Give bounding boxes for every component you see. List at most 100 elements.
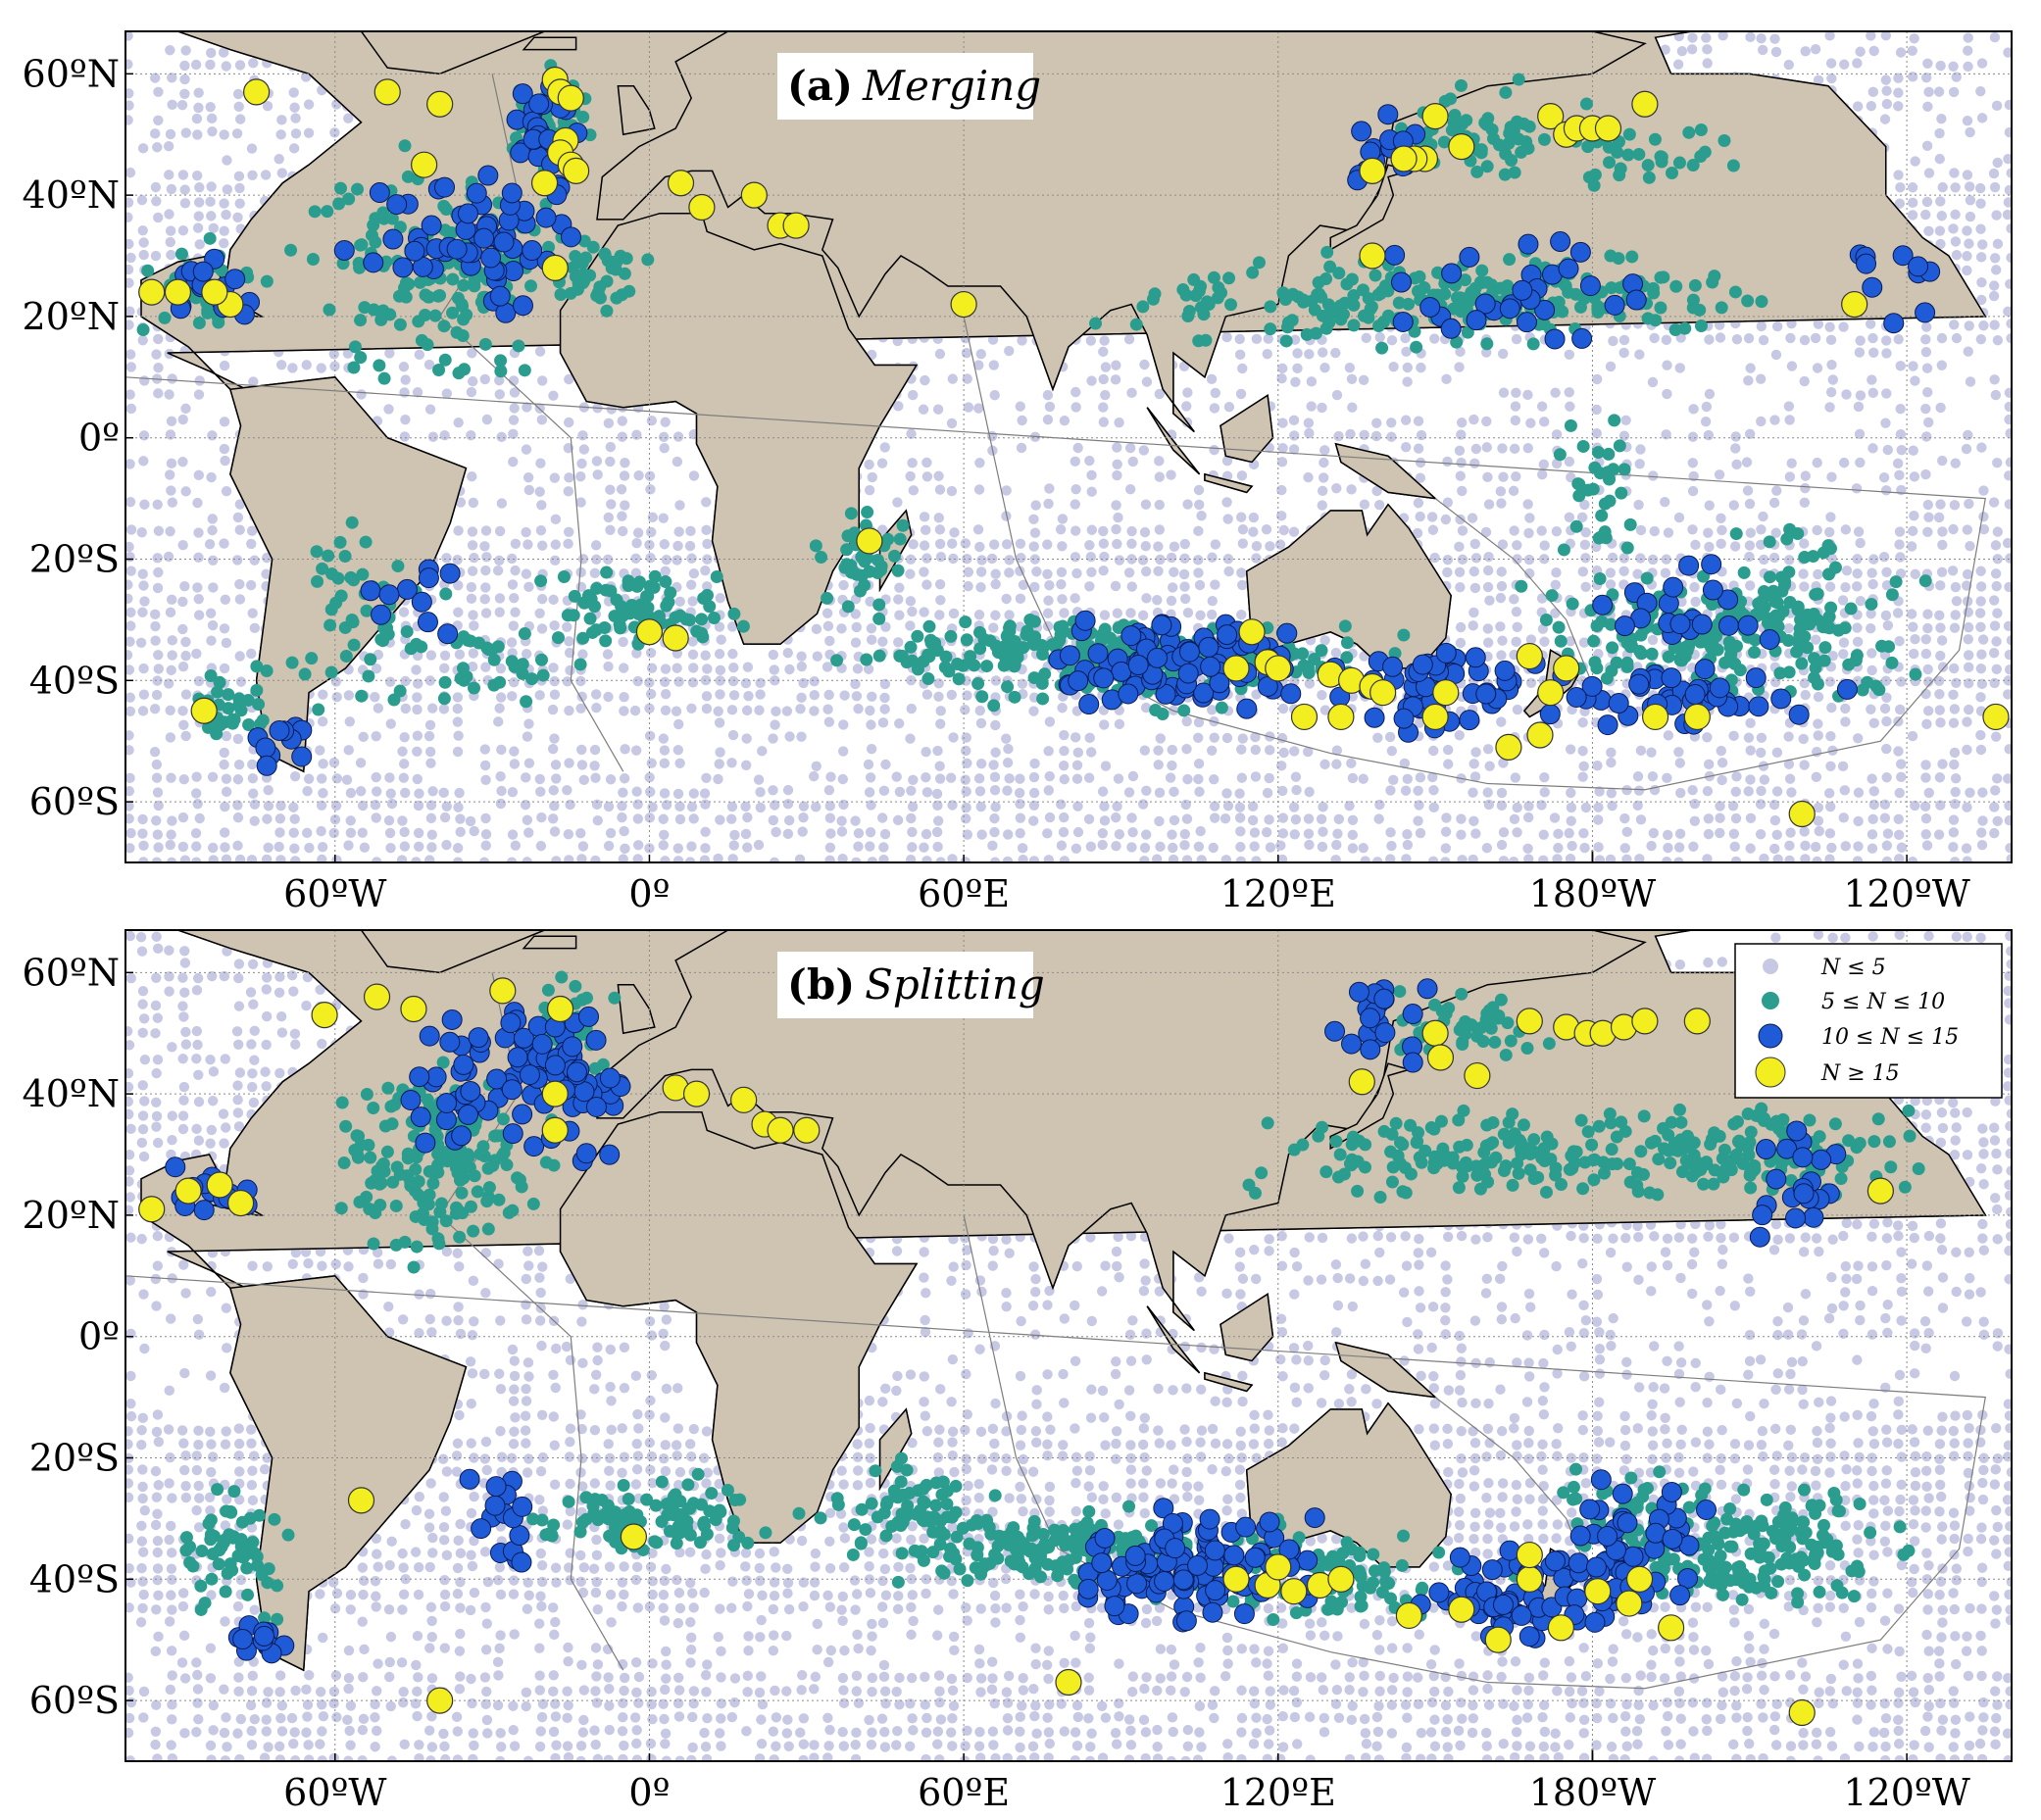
eddy-point-n-le-5 [1346, 484, 1357, 495]
eddy-point-n-le-5 [1936, 635, 1948, 646]
eddy-point-n-le-5 [1880, 418, 1891, 428]
eddy-point-n-le-5 [1768, 799, 1780, 811]
eddy-point-n-le-5 [125, 620, 136, 631]
eddy-point-n-le-5 [2004, 499, 2012, 510]
eddy-point-n-le-5 [479, 541, 490, 552]
eddy-point-n-le-5 [700, 650, 711, 661]
eddy-point-n-le-5 [1730, 443, 1741, 454]
eddy-point-n-le-5 [1127, 456, 1138, 467]
eddy-point-n-le-5 [876, 812, 888, 823]
eddy-point-n-le-5 [1635, 814, 1647, 825]
eddy-point-n-le-5 [1948, 523, 1959, 535]
eddy-point-n-le-5 [2004, 649, 2012, 661]
eddy-point-n-le-5 [1083, 813, 1095, 824]
eddy-point-n-le-5 [935, 718, 946, 729]
eddy-point-n-le-5 [1331, 482, 1342, 494]
eddy-point-n-le-5 [1550, 579, 1562, 590]
eddy-point-n-le-5 [153, 650, 164, 661]
eddy-point-n-le-5 [1731, 333, 1743, 345]
eddy-point-n-le-5 [591, 702, 602, 713]
eddy-point-n-le-5 [427, 431, 439, 442]
eddy-point-n-le-5 [646, 416, 658, 426]
eddy-point-n-le-5 [1277, 812, 1289, 823]
eddy-point-n-le-5 [1895, 759, 1907, 769]
eddy-point-n-le-5 [1635, 553, 1646, 564]
eddy-point-n-le-5 [125, 843, 135, 854]
eddy-point-n-le-5 [934, 348, 946, 360]
eddy-point-n-le-5 [1111, 360, 1121, 370]
eddy-point-n-le-5 [1951, 677, 1962, 688]
eddy-point-n-le-5 [165, 225, 176, 236]
eddy-point-n-le-5 [1332, 828, 1343, 839]
eddy-point-n-le-5 [947, 373, 958, 384]
eddy-point-n-le-5 [1262, 348, 1272, 360]
eddy-point-n-le-5 [769, 664, 779, 675]
eddy-point-n-le-5 [1181, 401, 1192, 412]
eddy-point-n-le-5 [523, 758, 535, 768]
eddy-point-n-le-5 [575, 675, 586, 687]
eddy-point-n-le-5 [1755, 373, 1767, 384]
eddy-point-n-le-5 [1179, 553, 1190, 565]
eddy-point-n-le-5 [644, 843, 655, 854]
eddy-point-n-le-5 [687, 677, 699, 688]
eddy-point-n-le-5 [1811, 634, 1821, 645]
eddy-point-n-le-5 [974, 458, 985, 468]
eddy-point-n-le-5 [1247, 801, 1259, 812]
eddy-point-n-le-5 [589, 744, 601, 756]
eddy-point-n-le-5 [355, 786, 367, 797]
eddy-point-n-le-5 [1536, 593, 1548, 604]
eddy-point-n-le-5 [386, 798, 398, 810]
eddy-point-n-le-5 [398, 607, 410, 617]
eddy-point-n-le-5 [151, 196, 162, 207]
eddy-point-n-le-5 [632, 854, 643, 862]
eddy-point-n-le-5 [931, 826, 943, 838]
eddy-point-n-le-5 [165, 526, 175, 537]
eddy-point-n-le-5 [1798, 568, 1809, 579]
eddy-point-n-le-5 [398, 759, 410, 769]
eddy-point-n-le-5 [1220, 812, 1231, 824]
eddy-point-n-le-5 [727, 854, 738, 862]
eddy-point-n-le-5 [496, 431, 507, 443]
eddy-point-n-le-5 [1057, 703, 1068, 713]
eddy-point-n-le-5 [1839, 785, 1851, 796]
eddy-point-n-le-5 [837, 773, 848, 785]
eddy-point-n-le-5 [1881, 335, 1892, 346]
eddy-point-n-le-5 [1799, 760, 1810, 770]
eddy-point-n-le-5 [125, 813, 134, 824]
eddy-point-n-le-5 [728, 662, 739, 673]
eddy-point-n-le-5 [1893, 170, 1904, 180]
eddy-point-n-le-5 [879, 828, 891, 840]
eddy-point-n-le-5 [1236, 567, 1247, 578]
eddy-point-n-le-5 [1910, 375, 1920, 386]
eddy-point-n-le-5 [1564, 456, 1575, 467]
eddy-point-n-le-5 [1509, 594, 1519, 605]
eddy-point-n-le-5 [166, 772, 176, 783]
eddy-point-n-le-5 [177, 623, 188, 635]
eddy-point-n-le-5 [221, 209, 231, 221]
eddy-point-n-le-5 [824, 842, 836, 854]
eddy-point-n-le-5 [358, 731, 369, 743]
eddy-point-n-le-5 [469, 553, 479, 564]
eddy-point-n-le-5 [1824, 526, 1835, 538]
eddy-point-n-le-5 [1413, 815, 1423, 826]
eddy-point-n-le-5 [1920, 648, 1932, 660]
eddy-point-n-le-5 [2003, 47, 2012, 58]
eddy-point-n-le-5 [1016, 442, 1027, 454]
eddy-point-n-le-5 [932, 745, 943, 757]
eddy-point-n-le-5 [1990, 265, 2002, 275]
eddy-point-n-le-5 [865, 705, 875, 716]
eddy-point-n-le-5 [454, 787, 465, 799]
eddy-point-n-le-5 [606, 499, 617, 510]
eddy-point-n-le-5 [1001, 593, 1012, 605]
eddy-point-n-le-5 [1330, 855, 1341, 862]
eddy-point-n-le-5 [796, 661, 808, 672]
eddy-point-n-le-5 [1878, 551, 1890, 563]
eddy-point-n-le-5 [438, 787, 449, 799]
eddy-point-n-le-5 [1412, 527, 1423, 539]
eddy-point-n-le-5 [1140, 702, 1152, 713]
eddy-point-n-le-5 [424, 746, 436, 758]
eddy-point-n-le-5 [865, 596, 875, 608]
eddy-point-n-le-5 [1618, 566, 1629, 576]
eddy-point-n-le-5 [1484, 761, 1495, 771]
eddy-point-n-le-5 [809, 689, 820, 701]
